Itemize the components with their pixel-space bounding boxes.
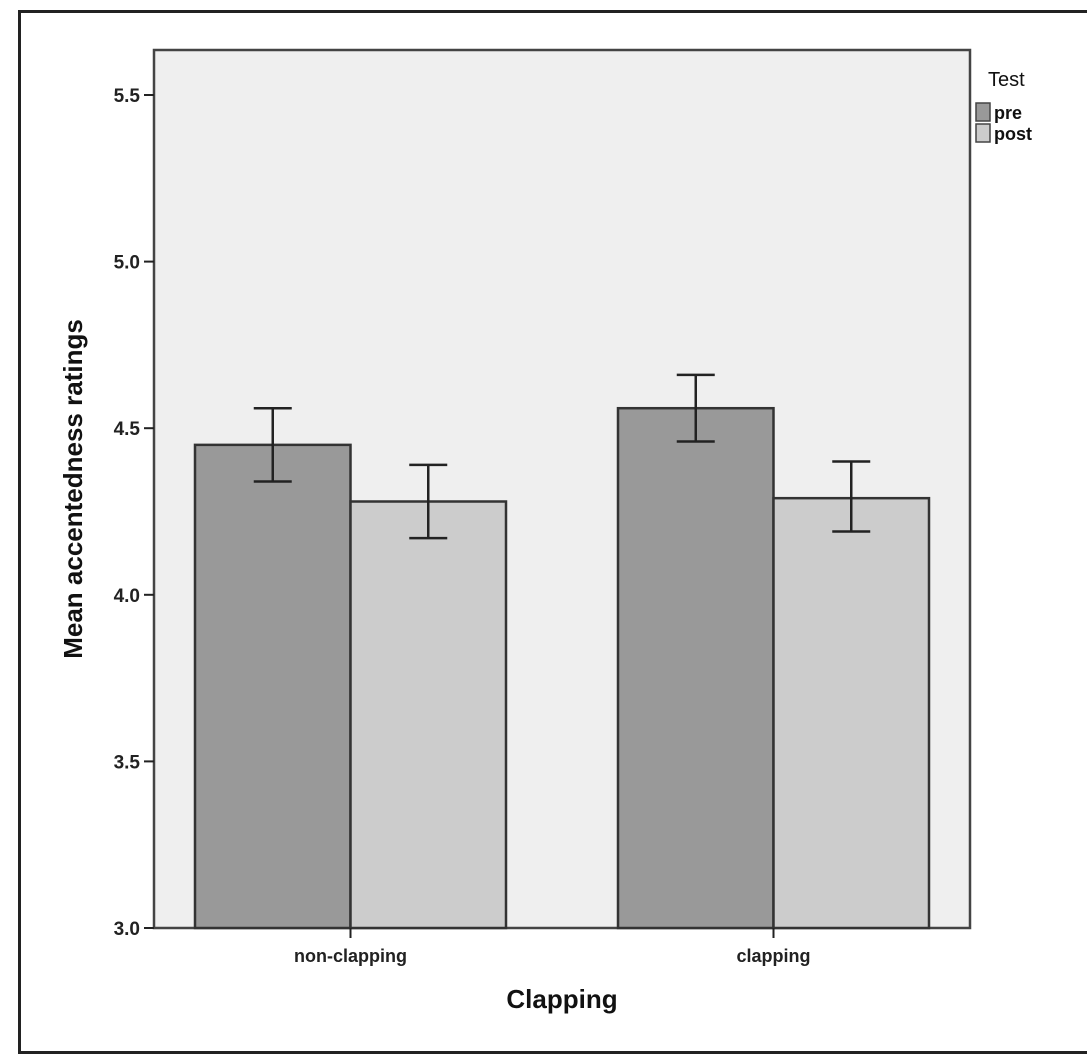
error-bar: [676, 373, 715, 443]
y-tick-label: 5.0: [114, 253, 140, 274]
bar-post-clapping: [772, 496, 931, 930]
y-tick-label: 3.0: [114, 919, 140, 940]
bar-post-non-clapping: [349, 500, 508, 930]
y-axis-label: Mean accentedness ratings: [58, 319, 88, 659]
error-bar: [253, 406, 292, 483]
x-axis: non-clapping clapping: [294, 928, 811, 966]
error-bar: [409, 463, 448, 540]
figure-frame: [18, 10, 1087, 1054]
x-tick-label: clapping: [736, 946, 810, 966]
legend-swatch-post: [975, 123, 991, 143]
legend-label-post: post: [994, 124, 1032, 144]
legend-title: Test: [988, 69, 1025, 91]
bars: [193, 373, 931, 930]
x-axis-label: Clapping: [506, 984, 617, 1014]
error-bar: [832, 460, 871, 533]
y-tick-label: 4.0: [114, 586, 140, 607]
y-tick-label: 3.5: [114, 752, 141, 773]
legend-swatch-pre: [975, 102, 991, 122]
y-tick-label: 4.5: [114, 419, 141, 440]
bar-pre-clapping: [616, 406, 775, 930]
y-tick-label: 5.5: [114, 86, 141, 107]
x-tick-label: non-clapping: [294, 946, 407, 966]
bar-pre-non-clapping: [193, 443, 352, 930]
legend-label-pre: pre: [994, 103, 1022, 123]
y-axis: 3.0 3.5 4.0 4.5 5.0 5.5: [114, 86, 154, 940]
